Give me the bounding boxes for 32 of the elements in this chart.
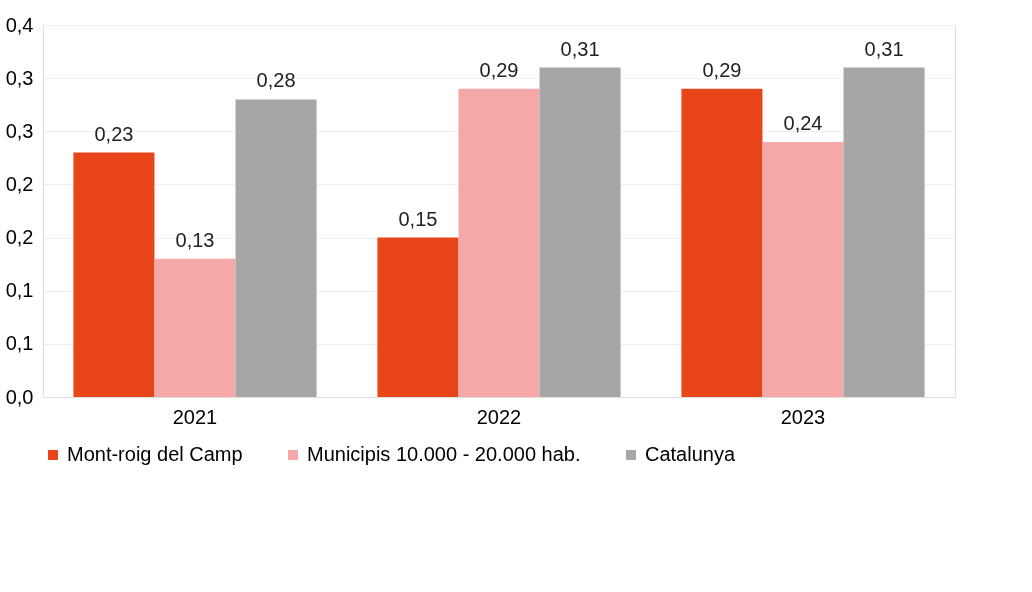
legend-label: Municipis 10.000 - 20.000 hab.: [307, 443, 581, 465]
data-label: 0,31: [864, 37, 904, 60]
legend-label: Catalunya: [645, 443, 736, 465]
data-label: 0,29: [479, 58, 519, 81]
y-tick-label: 0,2: [5, 172, 34, 195]
y-tick-label: 0,3: [5, 119, 34, 142]
data-label: 0,23: [94, 122, 134, 145]
data-label: 0,15: [398, 207, 438, 230]
y-tick-label: 0,2: [5, 226, 34, 249]
bar: [762, 141, 844, 397]
x-tick-label: 2022: [476, 405, 522, 428]
bar: [154, 258, 236, 397]
legend-label: Mont-roig del Camp: [67, 443, 243, 465]
data-label: 0,24: [783, 111, 823, 134]
data-label: 0,28: [256, 69, 296, 92]
bar: [681, 88, 763, 397]
y-tick-label: 0,1: [5, 279, 34, 302]
data-label: 0,13: [175, 228, 215, 251]
bar: [539, 67, 621, 397]
y-tick-label: 0,3: [5, 66, 34, 89]
y-tick-label: 0,0: [5, 385, 34, 408]
data-label: 0,29: [702, 58, 742, 81]
y-tick-label: 0,4: [5, 13, 34, 36]
bar: [377, 237, 459, 397]
data-label: 0,31: [560, 37, 600, 60]
bar: [235, 99, 317, 397]
bar: [73, 152, 155, 397]
bar: [843, 67, 925, 397]
y-tick-label: 0,1: [5, 332, 34, 355]
x-tick-label: 2021: [172, 405, 218, 428]
x-tick-label: 2023: [780, 405, 826, 428]
bar: [458, 88, 540, 397]
